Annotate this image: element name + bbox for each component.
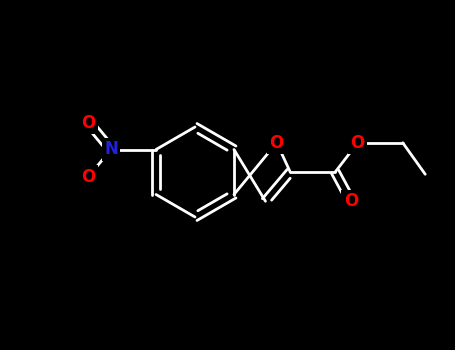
Text: O: O <box>344 192 358 210</box>
Text: O: O <box>351 134 365 152</box>
Text: O: O <box>270 134 284 152</box>
Text: O: O <box>81 168 96 186</box>
Text: O: O <box>81 113 96 132</box>
Text: N: N <box>104 140 118 159</box>
